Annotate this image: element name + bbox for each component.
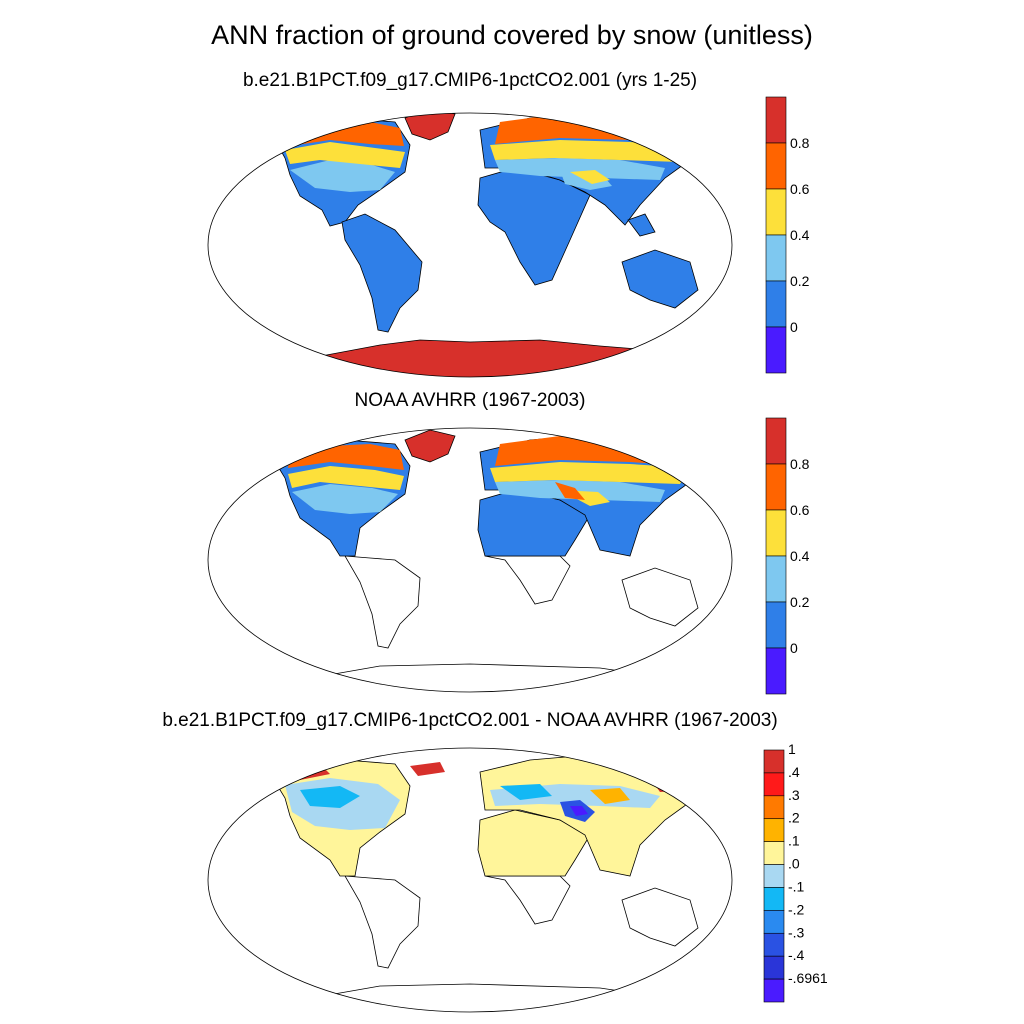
colorbar-swatch [763, 864, 785, 888]
colorbar-label: 0.2 [790, 273, 810, 289]
colorbar-label: .0 [788, 856, 800, 872]
colorbar-swatch [763, 795, 785, 820]
colorbar-swatch [763, 932, 785, 957]
colorbar-label: .3 [788, 787, 800, 803]
colorbar-label: -.4 [788, 947, 805, 963]
figure-title: ANN fraction of ground covered by snow (… [211, 20, 813, 50]
colorbar-swatch [763, 978, 785, 1003]
colorbar-label: 1 [788, 741, 796, 757]
colorbar-label: .1 [788, 833, 800, 849]
colorbar-obs: 0.8 0.6 0.4 0.2 0 [765, 417, 810, 695]
colorbar-swatch [763, 841, 785, 865]
colorbar-label: -.6961 [788, 970, 828, 986]
panel-title-diff: b.e21.B1PCT.f09_g17.CMIP6-1pctCO2.001 - … [162, 710, 778, 731]
colorbar-label: 0.6 [790, 502, 810, 518]
colorbar-model: 0.8 0.6 0.4 0.2 0 [765, 96, 810, 374]
colorbar-label: 0 [790, 319, 798, 335]
panel-title-obs: NOAA AVHRR (1967-2003) [354, 390, 586, 411]
colorbar-swatch [763, 818, 785, 842]
colorbar-label: 0.4 [790, 548, 810, 564]
panel-title-model: b.e21.B1PCT.f09_g17.CMIP6-1pctCO2.001 (y… [242, 70, 698, 91]
colorbar-label: 0.6 [790, 181, 810, 197]
colorbar-label: 0.8 [790, 135, 810, 151]
colorbar-swatch [763, 910, 785, 934]
colorbar-diff: 1 .4 .3 .2 .1 .0 -.1 -.2 -.3 -.4 -.6961 [763, 741, 828, 1003]
colorbar-swatch [763, 955, 785, 980]
colorbar-swatch [765, 326, 787, 374]
colorbar-swatch [763, 772, 785, 797]
colorbar-swatch [763, 749, 785, 774]
colorbar-swatch [765, 647, 787, 695]
land-model [273, 113, 701, 333]
ice-obs [404, 429, 456, 463]
colorbar-swatch [763, 887, 785, 911]
colorbar-label: 0 [790, 640, 798, 656]
colorbar-label: 0.2 [790, 594, 810, 610]
colorbar-label: -.2 [788, 901, 805, 917]
colorbar-label: -.3 [788, 924, 805, 940]
colorbar-label: .4 [788, 764, 800, 780]
colorbar-label: 0.4 [790, 227, 810, 243]
colorbar-label: .2 [788, 810, 800, 826]
colorbar-label: 0.8 [790, 456, 810, 472]
colorbar-label: -.1 [788, 878, 805, 894]
